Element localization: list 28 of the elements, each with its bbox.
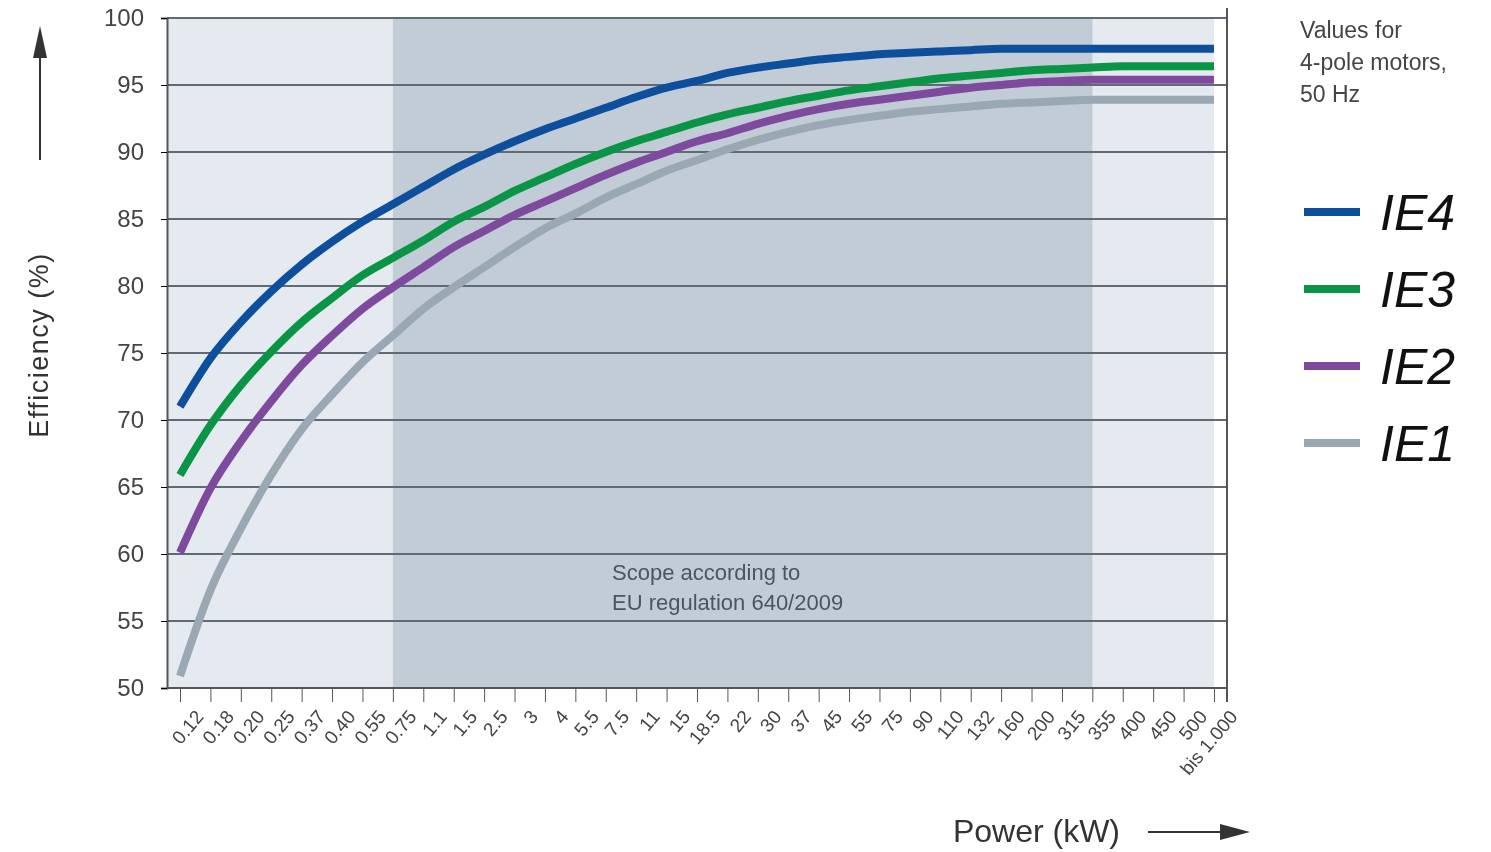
legend-title: Values for 4-pole motors, 50 Hz (1300, 17, 1448, 107)
x-tick-label: 45 (816, 706, 847, 736)
x-tick-label: 30 (755, 706, 786, 736)
y-tick-label: 65 (117, 473, 144, 501)
y-tick-label: 50 (117, 674, 144, 702)
y-tick-label: 70 (117, 406, 144, 434)
y-tick-label: 60 (117, 540, 144, 568)
legend-label: IE1 (1380, 416, 1456, 472)
x-axis-title: Power (kW) (952, 813, 1120, 849)
x-tick-label: 37 (786, 706, 816, 736)
y-tick-label: 90 (117, 138, 144, 166)
y-tick-label: 80 (117, 272, 144, 300)
legend-label: IE4 (1380, 185, 1456, 241)
legend-label: IE3 (1380, 262, 1456, 318)
x-tick-label: 1.1 (417, 706, 451, 741)
x-tick-label: 11 (635, 706, 664, 735)
y-tick-label: 85 (117, 205, 144, 233)
y-tick-label: 95 (117, 71, 144, 99)
x-tick-label: 22 (725, 706, 756, 736)
y-tick-label: 75 (117, 339, 144, 367)
x-tick-label: 3 (519, 706, 543, 728)
x-tick-label: 55 (847, 706, 877, 736)
band-label: Scope according to EU regulation 640/2009 (612, 560, 844, 615)
x-tick-label: 75 (877, 706, 908, 736)
y-tick-label: 100 (103, 4, 144, 32)
legend-label: IE2 (1380, 339, 1456, 395)
y-axis-title: Efficiency (%) (24, 252, 54, 438)
y-tick-label: 55 (117, 607, 144, 635)
